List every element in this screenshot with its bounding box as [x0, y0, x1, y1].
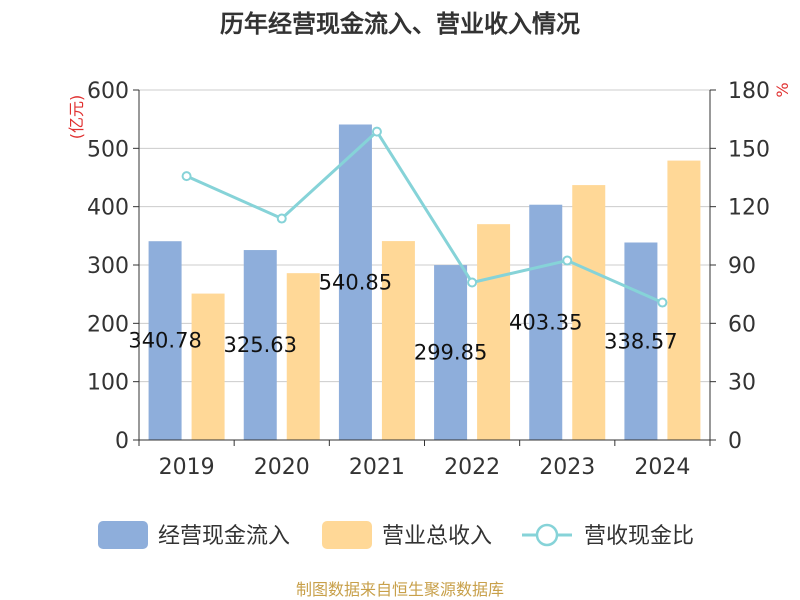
right-tick-label: 30 [728, 371, 756, 396]
revenue-bar [191, 293, 225, 440]
cash-inflow-bar [148, 241, 182, 440]
ratio-point [657, 297, 668, 308]
data-labels: 340.78 325.63 540.85 299.85 403.35 338.57 [128, 270, 677, 364]
cash-inflow-data-label: 299.85 [414, 341, 487, 365]
cash-inflow-data-label: 340.78 [128, 329, 201, 353]
x-tick-label: 2024 [634, 455, 690, 480]
legend-swatch-cash-inflow [98, 521, 148, 549]
ratio-line [181, 126, 668, 308]
bars [148, 124, 701, 441]
left-tick-label: 100 [87, 371, 129, 396]
cash-inflow-bar [624, 242, 658, 440]
left-tick-label: 500 [87, 137, 129, 162]
cash-inflow-data-label: 403.35 [509, 310, 582, 334]
cash-inflow-data-label: 325.63 [224, 333, 297, 357]
x-tick-label: 2021 [349, 455, 405, 480]
legend-label-cash-inflow: 经营现金流入 [158, 524, 290, 549]
right-tick-label: 0 [728, 429, 742, 454]
revenue-bar [667, 160, 701, 441]
left-tick-label: 400 [87, 196, 129, 221]
legend-label-ratio: 营收现金比 [584, 524, 694, 549]
right-axis-unit: % [773, 82, 792, 97]
cash-inflow-data-label: 338.57 [604, 329, 677, 353]
cash-inflow-bar [529, 204, 563, 440]
ratio-point [181, 171, 192, 182]
legend: 经营现金流入 营业总收入 营收现金比 [98, 521, 694, 549]
x-tick-label: 2020 [254, 455, 310, 480]
left-tick-label: 600 [87, 79, 129, 104]
chart-title: 历年经营现金流入、营业收入情况 [220, 10, 580, 38]
revenue-bar [286, 273, 320, 440]
ratio-line-path [185, 129, 664, 304]
left-tick-label: 300 [87, 254, 129, 279]
legend-swatch-revenue [322, 521, 372, 549]
revenue-bar [477, 224, 511, 440]
cash-inflow-bar [338, 124, 372, 441]
revenue-bar [381, 241, 415, 440]
right-tick-label: 120 [728, 196, 770, 221]
source-note: 制图数据来自恒生聚源数据库 [296, 580, 504, 599]
x-tick-label: 2023 [539, 455, 595, 480]
right-tick-label: 90 [728, 254, 756, 279]
cash-inflow-data-label: 540.85 [319, 270, 392, 294]
x-tick-label: 2019 [159, 455, 215, 480]
right-tick-label: 60 [728, 312, 756, 337]
x-tick-label: 2022 [444, 455, 500, 480]
ratio-point [562, 255, 573, 266]
right-tick-label: 150 [728, 137, 770, 162]
left-axis-unit: (亿元) [67, 95, 86, 140]
right-tick-label: 180 [728, 79, 770, 104]
revenue-bar [572, 185, 606, 440]
ratio-point [371, 126, 382, 137]
ratio-point [276, 213, 287, 224]
left-tick-label: 200 [87, 312, 129, 337]
legend-swatch-ratio-marker [535, 523, 559, 547]
cash-inflow-bar [243, 250, 277, 440]
legend-label-revenue: 营业总收入 [382, 524, 492, 549]
cash-inflow-bar [434, 265, 468, 440]
ratio-point [467, 277, 478, 288]
left-tick-label: 0 [115, 429, 129, 454]
axes: 0 100 200 300 400 500 600 0 30 60 90 120 150 180 2019 2… [87, 79, 770, 480]
gridlines [139, 89, 710, 383]
